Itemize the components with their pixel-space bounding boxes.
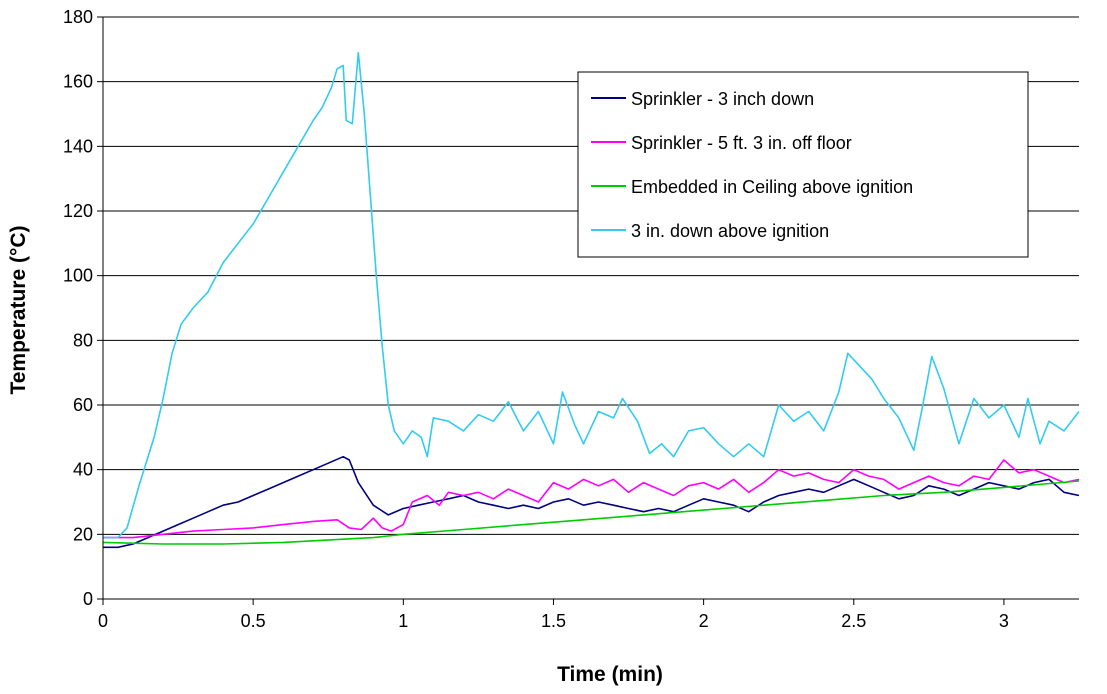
y-tick-label: 120 xyxy=(63,201,93,221)
y-tick-label: 80 xyxy=(73,330,93,350)
y-tick-label: 0 xyxy=(83,589,93,609)
y-tick-label: 40 xyxy=(73,460,93,480)
x-tick-label: 0.5 xyxy=(241,611,266,631)
x-tick-label: 0 xyxy=(98,611,108,631)
x-tick-label: 2.5 xyxy=(841,611,866,631)
series-line-3 xyxy=(102,480,1080,545)
y-tick-label: 160 xyxy=(63,72,93,92)
legend-label-1: Sprinkler - 3 inch down xyxy=(631,89,814,109)
y-tick-label: 140 xyxy=(63,136,93,156)
series-line-2 xyxy=(103,459,1080,539)
axes xyxy=(97,16,1079,605)
y-tick-label: 20 xyxy=(73,524,93,544)
legend-label-3: Embedded in Ceiling above ignition xyxy=(631,177,913,197)
legend-label-4: 3 in. down above ignition xyxy=(631,221,829,241)
tick-labels: 0 20 40 60 80 100 120 140 160 180 0 0.5 1 1.5 2 2.5 3 xyxy=(63,7,1009,631)
series-lines xyxy=(102,51,1080,549)
x-tick-label: 2 xyxy=(699,611,709,631)
x-axis-title: Time (min) xyxy=(557,663,663,686)
x-tick-label: 1 xyxy=(398,611,408,631)
x-tick-label: 3 xyxy=(999,611,1009,631)
y-axis-title: Temperature (°C) xyxy=(7,225,30,394)
legend: Sprinkler - 3 inch down Sprinkler - 5 ft.… xyxy=(577,71,1029,258)
series-line-1 xyxy=(103,455,1080,549)
y-tick-label: 60 xyxy=(73,395,93,415)
legend-box xyxy=(577,71,1029,258)
y-tick-label: 180 xyxy=(63,7,93,27)
series-line-4 xyxy=(103,51,1080,539)
legend-label-2: Sprinkler - 5 ft. 3 in. off floor xyxy=(631,133,852,153)
x-tick-label: 1.5 xyxy=(541,611,566,631)
y-tick-label: 100 xyxy=(63,266,93,286)
